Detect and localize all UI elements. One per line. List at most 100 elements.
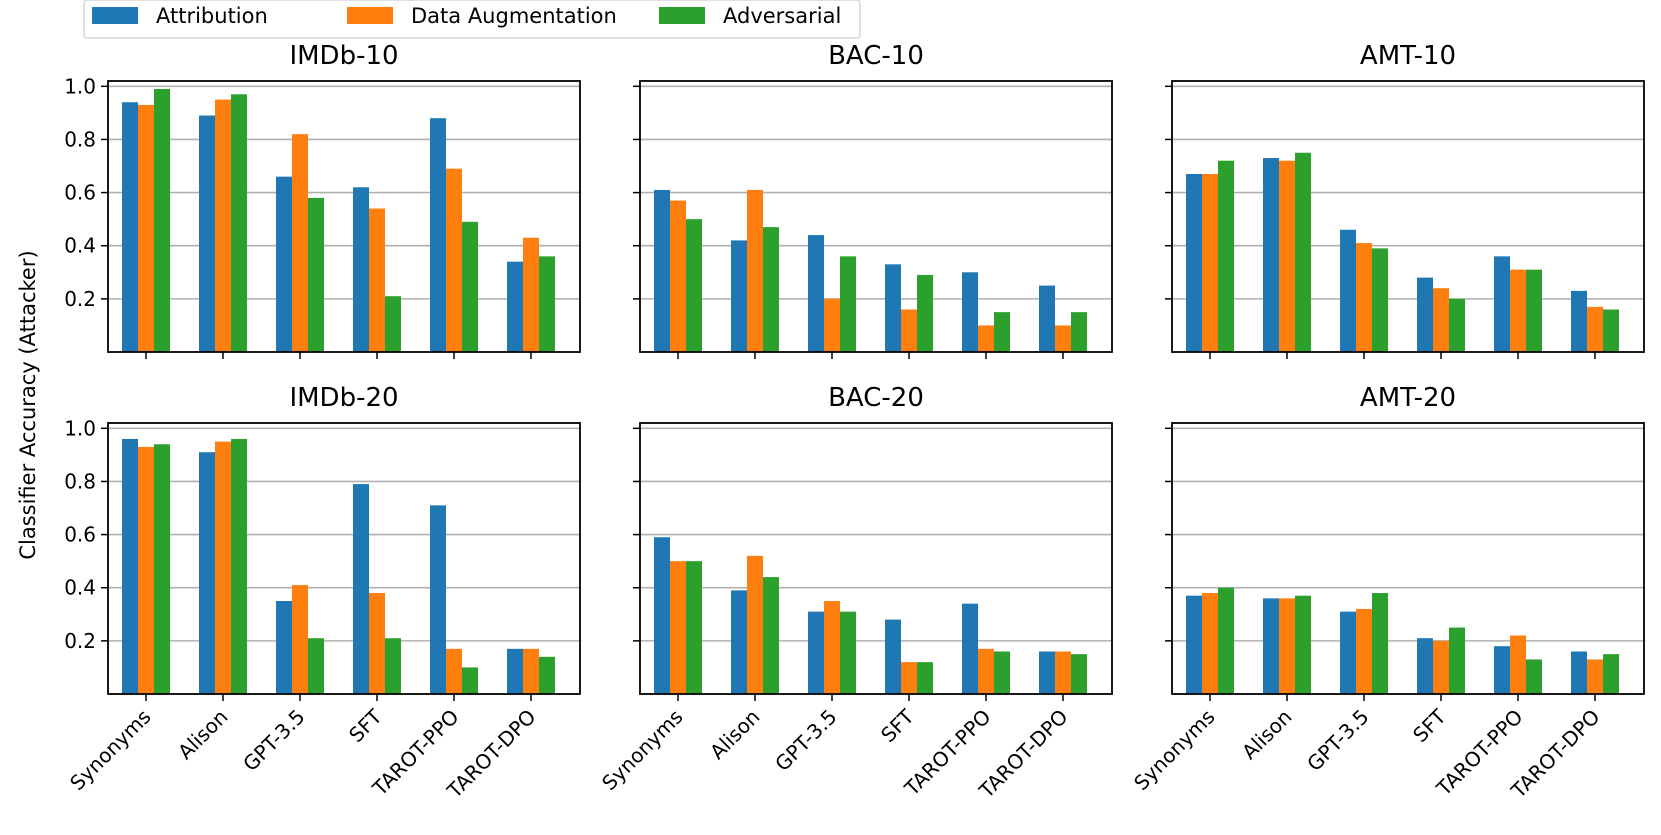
y-tick-label: 0.6 bbox=[64, 181, 96, 205]
bar bbox=[1202, 593, 1218, 694]
bar bbox=[1587, 659, 1603, 694]
bar bbox=[994, 651, 1010, 694]
bar bbox=[292, 585, 308, 694]
panel-title: IMDb-10 bbox=[289, 41, 398, 71]
bar bbox=[1356, 243, 1372, 352]
bar bbox=[215, 441, 231, 694]
chart-panels: IMDb-10 0.2 0.4 0.6 0.8 1.0 BAC-10 AMT-10 IMDb-2… bbox=[64, 41, 1645, 803]
y-tick-label: 0.2 bbox=[64, 629, 96, 653]
bar bbox=[308, 638, 324, 694]
panel-title: IMDb-20 bbox=[289, 383, 398, 413]
y-tick-label: 0.4 bbox=[64, 234, 96, 258]
bar bbox=[840, 611, 856, 694]
x-tick-label: SFT bbox=[1408, 704, 1451, 747]
bar bbox=[539, 256, 555, 352]
x-tick-label: GPT-3.5 bbox=[1302, 705, 1373, 776]
bar bbox=[369, 208, 385, 352]
bar bbox=[1587, 306, 1603, 352]
bar bbox=[686, 219, 702, 352]
bar bbox=[1571, 651, 1587, 694]
bar bbox=[1449, 298, 1465, 352]
bar bbox=[462, 667, 478, 694]
bar bbox=[1218, 587, 1234, 694]
bar bbox=[292, 134, 308, 352]
bar bbox=[446, 168, 462, 352]
bar bbox=[154, 88, 170, 353]
bar bbox=[763, 577, 779, 694]
panel-title: AMT-20 bbox=[1360, 383, 1456, 413]
bar bbox=[1526, 659, 1542, 694]
bar bbox=[885, 619, 901, 694]
bar bbox=[276, 176, 292, 352]
plot-frame bbox=[639, 80, 1113, 353]
bar bbox=[199, 115, 215, 352]
bar bbox=[962, 603, 978, 694]
bar bbox=[1510, 635, 1526, 694]
y-tick-label: 0.8 bbox=[64, 127, 96, 151]
chart-panel: BAC-10 bbox=[633, 41, 1113, 359]
bar bbox=[1263, 598, 1279, 694]
bar bbox=[808, 235, 824, 352]
bar bbox=[430, 118, 446, 352]
x-tick-label: Synonyms bbox=[597, 705, 687, 795]
bar bbox=[1055, 651, 1071, 694]
bar bbox=[994, 312, 1010, 352]
bar bbox=[824, 298, 840, 352]
bar bbox=[1071, 654, 1087, 694]
bar bbox=[1263, 158, 1279, 352]
bar bbox=[962, 272, 978, 352]
bar bbox=[1603, 309, 1619, 352]
bar bbox=[686, 561, 702, 694]
bar bbox=[885, 264, 901, 352]
x-tick-label: GPT-3.5 bbox=[770, 705, 841, 776]
bar bbox=[1039, 285, 1055, 352]
bar bbox=[1055, 325, 1071, 352]
bar bbox=[122, 438, 138, 694]
bar bbox=[1039, 651, 1055, 694]
bar bbox=[231, 94, 247, 353]
bar bbox=[308, 197, 324, 352]
bar bbox=[1340, 611, 1356, 694]
bar bbox=[1372, 248, 1388, 352]
x-tick-label: GPT-3.5 bbox=[238, 705, 309, 776]
bar bbox=[369, 593, 385, 694]
bar bbox=[670, 561, 686, 694]
bar bbox=[1372, 593, 1388, 694]
x-tick-label: Alison bbox=[705, 705, 764, 764]
y-tick-label: 0.8 bbox=[64, 469, 96, 493]
y-tick-label: 1.0 bbox=[64, 416, 96, 440]
bar bbox=[978, 648, 994, 694]
bar bbox=[1571, 290, 1587, 352]
bar bbox=[1340, 229, 1356, 352]
bar bbox=[1417, 638, 1433, 694]
plot-frame bbox=[1171, 80, 1645, 353]
plot-frame bbox=[1171, 422, 1645, 695]
y-tick-label: 1.0 bbox=[64, 74, 96, 98]
bar bbox=[353, 484, 369, 694]
chart-panel: IMDb-10 0.2 0.4 0.6 0.8 1.0 bbox=[64, 41, 581, 359]
y-tick-label: 0.2 bbox=[64, 287, 96, 311]
bar bbox=[747, 189, 763, 352]
bar bbox=[523, 237, 539, 352]
bar bbox=[1279, 598, 1295, 694]
bar bbox=[1295, 595, 1311, 694]
legend: Attribution Data Augmentation Adversarial bbox=[83, 0, 861, 39]
bar bbox=[507, 648, 523, 694]
bar bbox=[731, 240, 747, 352]
x-tick-label: Synonyms bbox=[65, 705, 155, 795]
bar bbox=[523, 648, 539, 694]
bar bbox=[1202, 173, 1218, 352]
bar bbox=[353, 187, 369, 352]
bar bbox=[824, 601, 840, 694]
panel-title: BAC-20 bbox=[828, 383, 924, 413]
bar bbox=[1071, 312, 1087, 352]
bar bbox=[731, 590, 747, 694]
bar bbox=[1186, 595, 1202, 694]
bar bbox=[276, 601, 292, 694]
bar bbox=[385, 296, 401, 352]
bar bbox=[385, 638, 401, 694]
legend-label: Adversarial bbox=[723, 4, 841, 28]
x-tick-label: Alison bbox=[173, 705, 232, 764]
